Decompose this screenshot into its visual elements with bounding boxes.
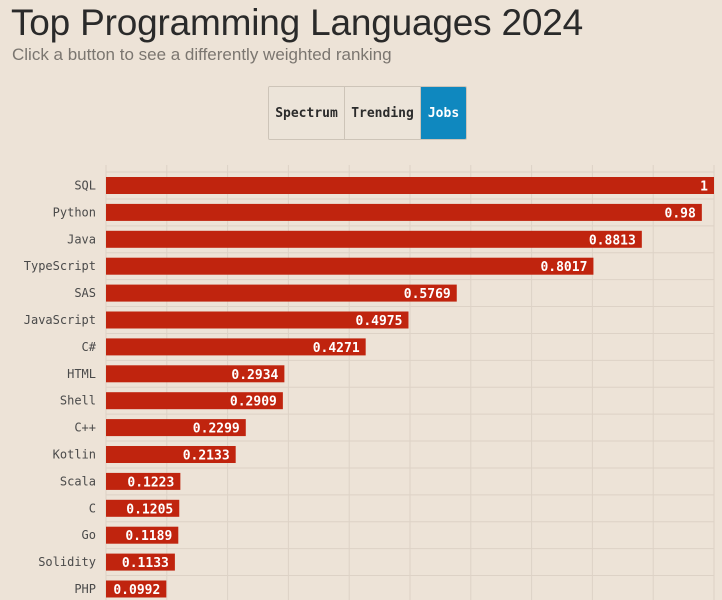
value-label: 0.98 <box>665 206 696 221</box>
bar[interactable] <box>106 203 702 221</box>
bar[interactable] <box>106 392 283 410</box>
bar[interactable] <box>106 553 175 571</box>
bar[interactable] <box>106 365 285 383</box>
value-label: 0.8813 <box>589 233 636 248</box>
category-label: Shell <box>60 394 96 408</box>
category-label: PHP <box>74 582 96 596</box>
category-label: SQL <box>74 179 96 193</box>
value-label: 0.0992 <box>113 583 160 598</box>
category-label: C <box>89 501 96 515</box>
bar[interactable] <box>106 580 167 598</box>
category-label: Go <box>82 528 96 542</box>
grid <box>105 165 715 600</box>
value-label: 0.4271 <box>313 341 360 356</box>
bar[interactable] <box>106 526 179 544</box>
value-label: 1 <box>700 180 708 195</box>
page-subtitle: Click a button to see a differently weig… <box>12 45 392 64</box>
ranking-toggle-group: Spectrum Trending Jobs <box>268 86 467 140</box>
category-label: HTML <box>67 367 96 381</box>
category-label: Solidity <box>38 555 96 569</box>
bar[interactable] <box>106 499 180 517</box>
page-title: Top Programming Languages 2024 <box>11 2 583 43</box>
value-label: 0.1205 <box>126 502 173 517</box>
value-label: 0.1223 <box>127 475 174 490</box>
bar[interactable] <box>106 311 409 329</box>
category-label: TypeScript <box>24 259 96 273</box>
bar[interactable] <box>106 472 181 490</box>
value-label: 0.2133 <box>183 449 230 464</box>
value-label: 0.2909 <box>230 395 277 410</box>
bar[interactable] <box>106 338 366 356</box>
category-label: Python <box>53 205 96 219</box>
category-label: JavaScript <box>24 313 96 327</box>
value-label: 0.8017 <box>540 260 587 275</box>
bar[interactable] <box>106 446 236 463</box>
category-label: Java <box>67 232 96 246</box>
value-label: 0.2934 <box>231 368 278 383</box>
category-label: C++ <box>74 421 96 435</box>
bar[interactable] <box>106 284 457 302</box>
value-label: 0.5769 <box>404 287 451 302</box>
bar[interactable] <box>106 419 246 437</box>
value-label: 0.1189 <box>125 529 172 544</box>
category-label: Scala <box>60 474 96 488</box>
bars: SQL 1 Python 0.98 Java 0.8813 TypeScript 0.8017… <box>24 177 714 598</box>
trending-button[interactable]: Trending <box>345 87 421 139</box>
category-label: C# <box>82 340 97 354</box>
bar[interactable] <box>106 177 714 194</box>
bar[interactable] <box>106 230 642 248</box>
bar[interactable] <box>106 257 594 275</box>
jobs-button[interactable]: Jobs <box>421 87 466 139</box>
category-label: SAS <box>74 286 96 300</box>
spectrum-button[interactable]: Spectrum <box>269 87 345 139</box>
value-label: 0.4975 <box>356 314 403 329</box>
category-label: Kotlin <box>53 448 96 462</box>
value-label: 0.1133 <box>122 556 169 571</box>
value-label: 0.2299 <box>193 422 240 437</box>
